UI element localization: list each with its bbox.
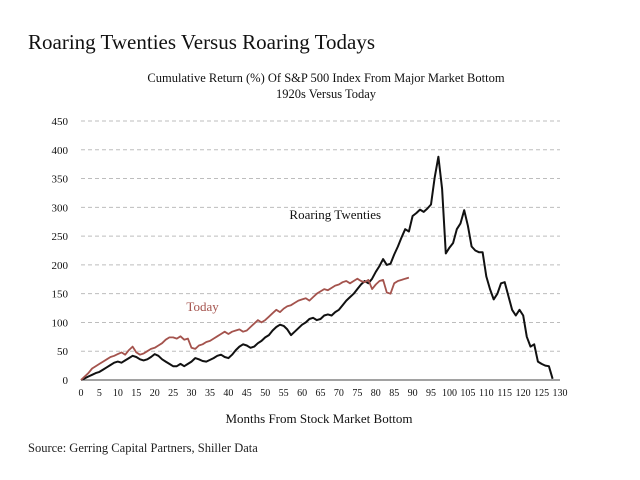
x-tick-label: 20 — [150, 388, 160, 399]
source-note: Source: Gerring Capital Partners, Shille… — [28, 441, 258, 455]
y-axis-tick-labels: 0 50 100 150 200 250 300 350 400 450 — [52, 116, 69, 387]
x-tick-label: 125 — [534, 388, 549, 399]
x-tick-label: 45 — [242, 388, 252, 399]
y-tick-label: 200 — [52, 260, 69, 272]
x-tick-label: 35 — [205, 388, 215, 399]
x-tick-label: 10 — [113, 388, 123, 399]
x-tick-label: 65 — [316, 388, 326, 399]
y-tick-label: 300 — [52, 202, 69, 214]
y-tick-label: 0 — [63, 375, 69, 387]
y-tick-label: 250 — [52, 231, 69, 243]
x-tick-label: 85 — [389, 388, 399, 399]
x-axis-label: Months From Stock Market Bottom — [225, 411, 412, 426]
series-lines — [80, 155, 554, 381]
x-tick-label: 120 — [516, 388, 531, 399]
x-tick-label: 110 — [479, 388, 494, 399]
x-tick-label: 95 — [426, 388, 436, 399]
x-tick-label: 115 — [497, 388, 512, 399]
x-tick-label: 75 — [352, 388, 362, 399]
y-tick-label: 400 — [52, 145, 69, 157]
x-tick-label: 5 — [97, 388, 102, 399]
x-tick-label: 130 — [553, 388, 568, 399]
y-tick-label: 350 — [52, 174, 69, 186]
x-tick-label: 40 — [223, 388, 233, 399]
x-tick-label: 80 — [371, 388, 381, 399]
y-tick-label: 100 — [52, 317, 69, 329]
x-tick-label: 50 — [260, 388, 270, 399]
x-tick-label: 30 — [187, 388, 197, 399]
gridlines — [81, 120, 560, 352]
y-tick-label: 150 — [52, 289, 69, 301]
x-tick-label: 105 — [460, 388, 475, 399]
chart-subtitle: 1920s Versus Today — [276, 87, 377, 101]
x-tick-label: 25 — [168, 388, 178, 399]
x-axis-tick-labels: 0 5 10 15 20 25 30 35 40 45 50 55 60 65 70 75 80 85 90 95 10… — [79, 388, 568, 399]
series-line-roaring-twenties — [80, 155, 554, 381]
y-tick-label: 50 — [57, 346, 69, 358]
x-tick-label: 0 — [79, 388, 84, 399]
x-tick-label: 15 — [131, 388, 141, 399]
x-tick-label: 70 — [334, 388, 344, 399]
series-annotations: Roaring Twenties Today — [186, 207, 381, 314]
x-tick-label: 55 — [279, 388, 289, 399]
x-tick-label: 60 — [297, 388, 307, 399]
chart-title: Cumulative Return (%) Of S&P 500 Index F… — [147, 71, 504, 85]
x-tick-label: 90 — [408, 388, 418, 399]
x-tick-label: 100 — [442, 388, 457, 399]
annotation-label: Roaring Twenties — [289, 207, 381, 222]
annotation-label: Today — [186, 299, 219, 314]
y-tick-label: 450 — [52, 116, 69, 128]
series-line-today — [80, 276, 410, 381]
page-title: Roaring Twenties Versus Roaring Todays — [28, 30, 376, 54]
